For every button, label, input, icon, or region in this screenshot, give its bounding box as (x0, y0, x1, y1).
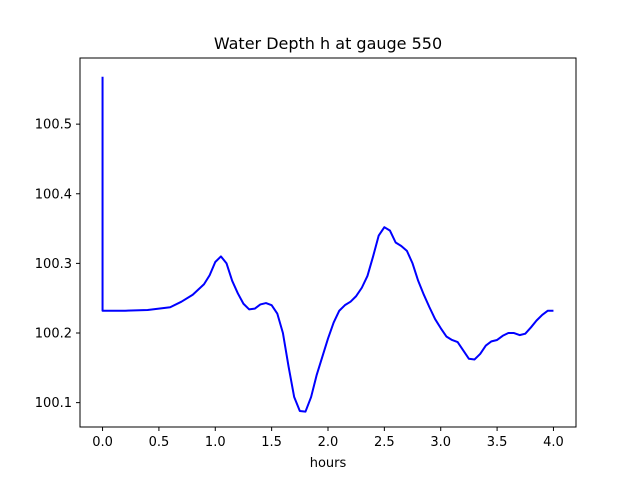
x-tick-label: 1.0 (205, 435, 226, 450)
x-tick-label: 4.0 (543, 435, 564, 450)
x-tick-label: 2.5 (374, 435, 395, 450)
plot-area: 0.0 0.5 1.0 1.5 2.0 2.5 3.0 3.5 4.0 100.1 100.2 100… (35, 57, 577, 450)
series-line-0 (101, 76, 554, 413)
x-tick-label: 2.0 (318, 435, 339, 450)
x-tick-label: 1.5 (261, 435, 282, 450)
y-tick-label: 100.4 (35, 187, 72, 202)
x-axis-label: hours (310, 456, 347, 471)
x-tick-label: 0.0 (92, 435, 113, 450)
x-tick-label: 0.5 (149, 435, 170, 450)
x-tick-label: 3.5 (487, 435, 508, 450)
x-tick-label: 3.0 (430, 435, 451, 450)
y-tick-label: 100.2 (35, 327, 72, 342)
y-tick-label: 100.3 (35, 257, 72, 272)
chart-title: Water Depth h at gauge 550 (214, 34, 442, 53)
y-tick-label: 100.5 (35, 118, 72, 133)
plot-frame (79, 57, 577, 428)
y-tick-label: 100.1 (35, 396, 72, 411)
